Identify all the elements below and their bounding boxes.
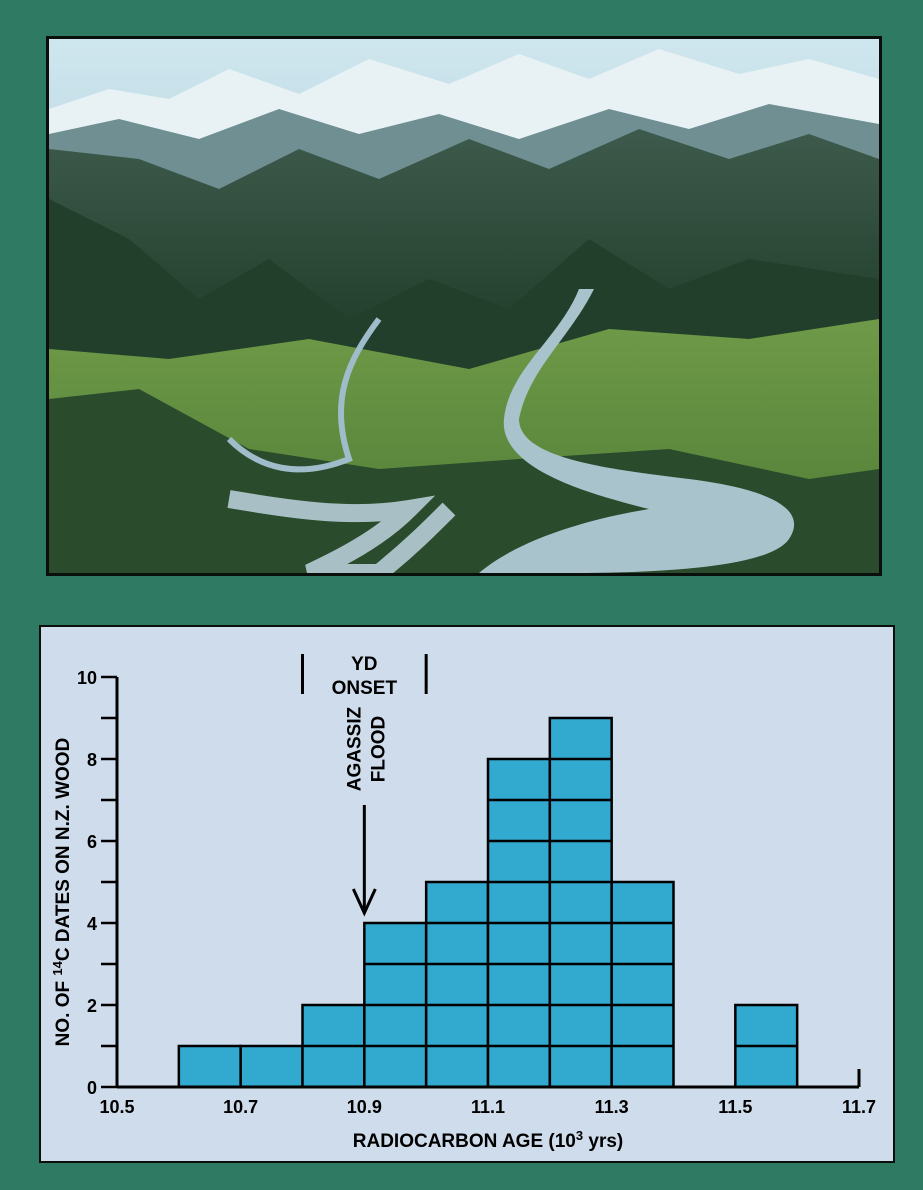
- x-tick-label-5: 11.5: [718, 1097, 752, 1117]
- agassiz-label-line2: FLOOD: [368, 716, 389, 783]
- histogram-bar-1: [239, 1044, 304, 1089]
- axes-layer: 0 2 4 6 8 10 10.5 10.7 10.9 11.1 11.3 11.5 11.7: [77, 668, 876, 1117]
- landscape-illustration: [49, 39, 879, 573]
- yd-onset-label-line2: ONSET: [332, 678, 398, 699]
- annotations-layer: YD ONSET AGASSIZ FLOOD: [301, 654, 428, 917]
- x-tick-label-0: 10.5: [99, 1097, 134, 1117]
- histogram-bar-7: [610, 880, 675, 1089]
- y-tick-label-5: 10: [77, 668, 97, 688]
- agassiz-label-line1: AGASSIZ: [344, 706, 365, 791]
- y-tick-label-2: 4: [87, 914, 97, 934]
- x-tick-label-1: 10.7: [223, 1097, 258, 1117]
- y-tick-label-4: 8: [87, 750, 97, 770]
- x-tick-label-3: 11.1: [471, 1097, 505, 1117]
- chart-panel: 0 2 4 6 8 10 10.5 10.7 10.9 11.1 11.3 11.5 11.7 YD ON…: [39, 625, 895, 1163]
- agassiz-arrow-head: [351, 888, 377, 917]
- histogram-bar-0: [177, 1044, 242, 1089]
- x-tick-label-6: 11.7: [842, 1097, 876, 1117]
- x-tick-label-4: 11.3: [595, 1097, 629, 1117]
- bars-layer: [177, 716, 799, 1089]
- y-tick-label-0: 0: [87, 1078, 97, 1098]
- histogram-bar-4: [424, 880, 490, 1089]
- y-tick-label-3: 6: [87, 832, 97, 852]
- y-axis-title: NO. OF 14C DATES ON N.Z. WOOD: [50, 738, 75, 1047]
- landscape-photo: [46, 36, 882, 576]
- histogram-bar-6: [548, 716, 613, 1089]
- y-tick-label-1: 2: [87, 996, 97, 1016]
- x-tick-label-2: 10.9: [347, 1097, 382, 1117]
- histogram-chart: 0 2 4 6 8 10 10.5 10.7 10.9 11.1 11.3 11.5 11.7 YD ON…: [50, 654, 876, 1153]
- yd-onset-label-line1: YD: [351, 654, 377, 675]
- x-axis-title: RADIOCARBON AGE (103 yrs): [353, 1128, 623, 1153]
